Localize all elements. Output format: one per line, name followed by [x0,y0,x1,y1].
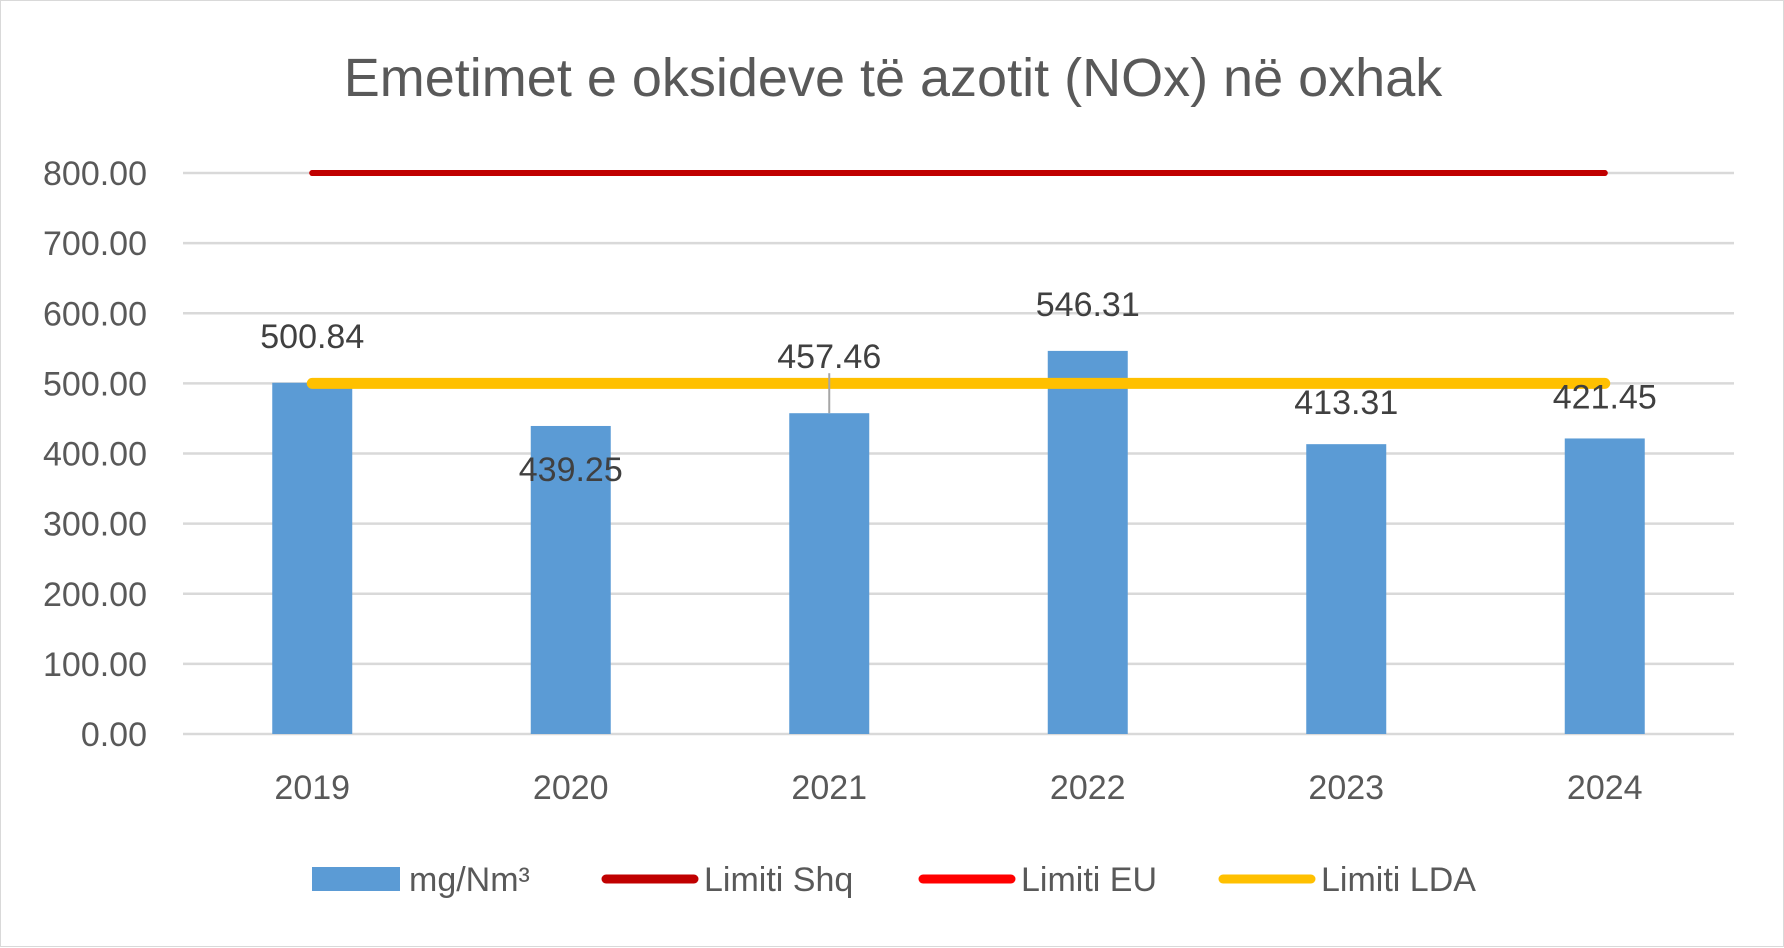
gridlines [183,171,1734,736]
chart-title: Emetimet e oksideve të azotit (NOx) në o… [344,48,1443,108]
bar-2024 [1564,438,1645,734]
x-tick-label: 2021 [791,769,867,807]
x-tick-label: 2019 [274,769,350,807]
legend-swatch-bar [312,867,400,891]
y-tick-label: 300.00 [43,506,147,544]
bar-2019 [272,382,353,734]
data-label: 439.25 [519,451,623,489]
y-tick-label: 800.00 [43,155,147,193]
y-tick-label: 0.00 [81,716,147,754]
bar-2023 [1306,444,1387,734]
data-label: 421.45 [1553,378,1657,416]
y-axis-ticks: 0.00 100.00 200.00 300.00 400.00 500.00 600.00… [43,155,147,754]
x-tick-label: 2022 [1050,769,1126,807]
x-axis-ticks: 2019 2020 2021 2022 2023 2024 [274,769,1642,807]
data-label: 457.46 [777,338,881,376]
bar-2020 [530,425,611,734]
y-tick-label: 200.00 [43,576,147,614]
y-tick-label: 500.00 [43,365,147,403]
legend-label: mg/Nm³ [409,861,530,899]
data-label: 413.31 [1294,384,1398,422]
y-tick-label: 100.00 [43,646,147,684]
y-tick-label: 700.00 [43,225,147,263]
y-tick-label: 600.00 [43,295,147,333]
legend-label: Limiti LDA [1321,861,1476,899]
legend-label: Limiti Shq [704,861,853,899]
bar-2022 [1047,350,1128,734]
data-label: 500.84 [260,318,364,356]
legend: mg/Nm³ Limiti Shq Limiti EU Limiti LDA [312,861,1476,899]
y-tick-label: 400.00 [43,436,147,474]
x-tick-label: 2023 [1308,769,1384,807]
bar-series [272,350,1645,734]
legend-label: Limiti EU [1021,861,1157,899]
data-labels: 500.84 439.25 457.46 546.31 413.31 421.45 [260,286,1657,489]
bar-2021 [789,413,870,734]
x-tick-label: 2020 [533,769,609,807]
x-tick-label: 2024 [1567,769,1643,807]
data-label: 546.31 [1036,286,1140,324]
limit-lines [306,170,1611,389]
